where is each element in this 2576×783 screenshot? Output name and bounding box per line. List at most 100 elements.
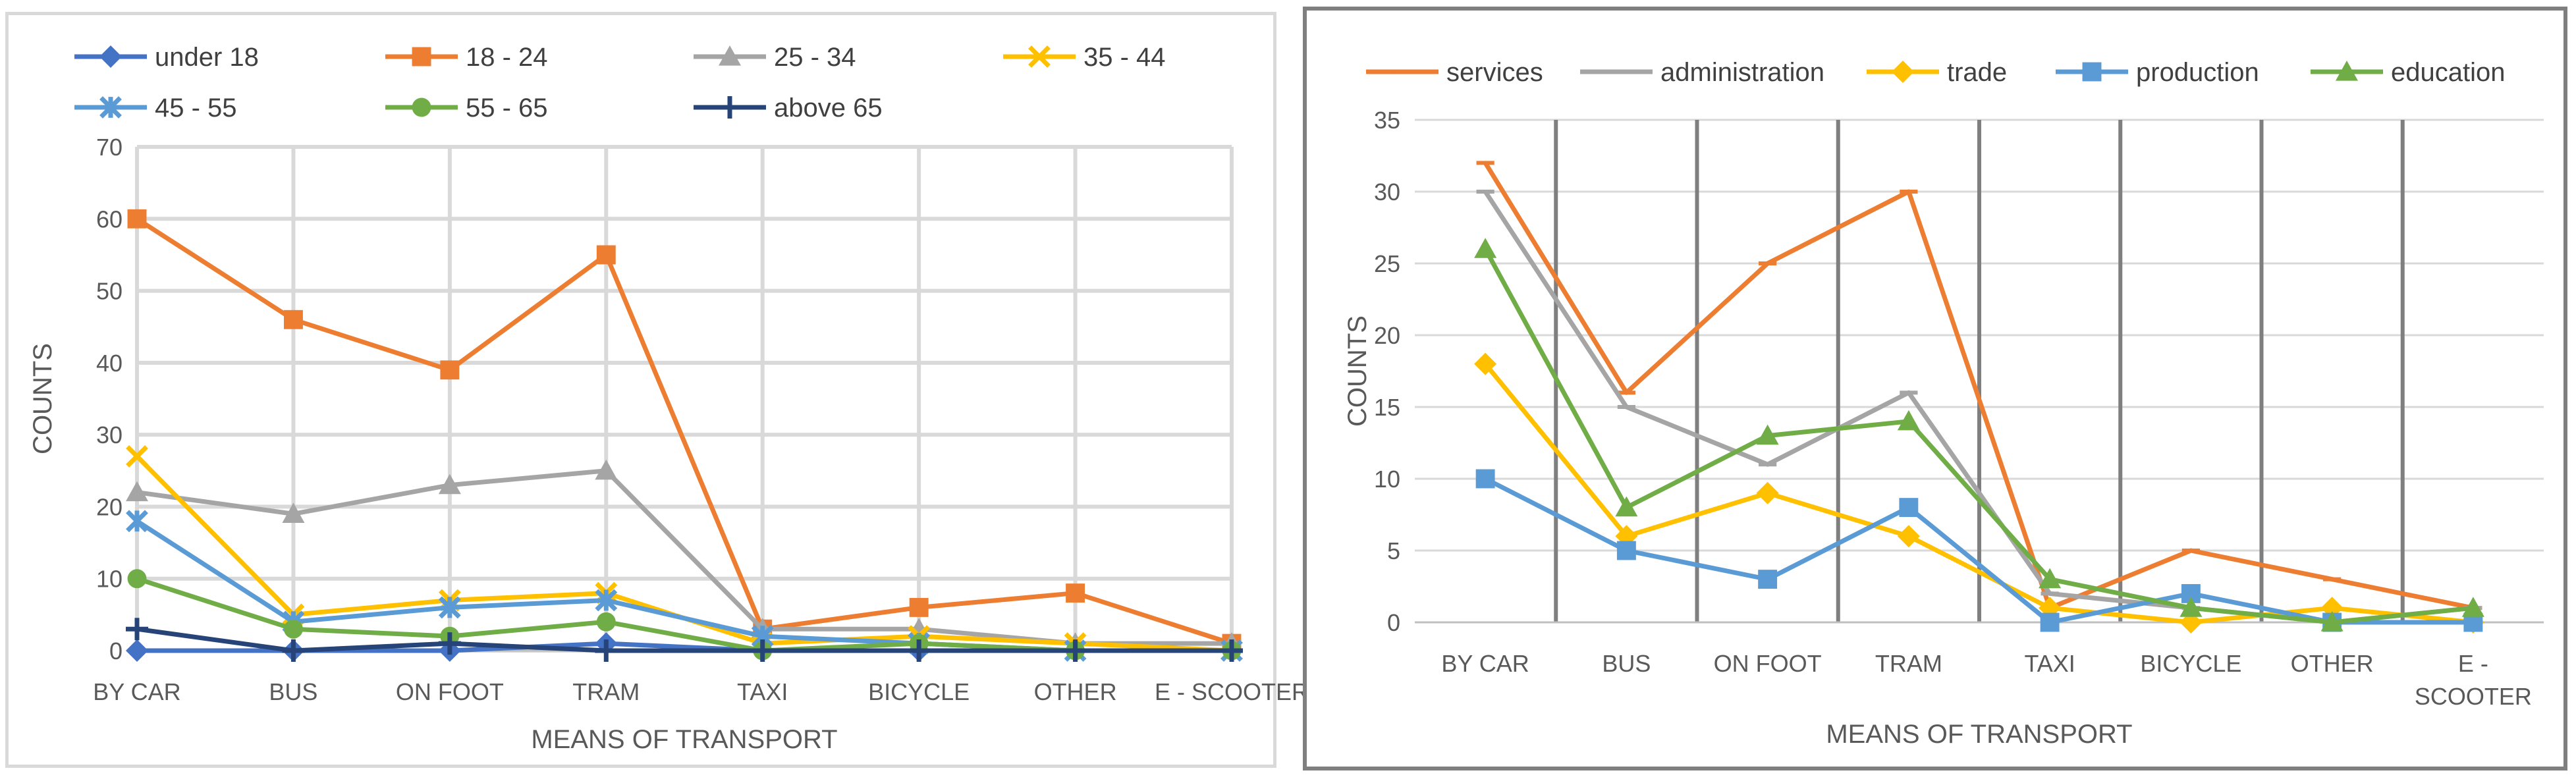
x-tick-label: ON FOOT: [1714, 650, 1822, 677]
series-line-education: [1483, 248, 2474, 625]
data-point-education: [2179, 597, 2203, 617]
legend: services administration trade production edu…: [1366, 58, 2505, 87]
data-point-under-18: [126, 639, 148, 662]
x-tick-label: TRAM: [572, 678, 640, 705]
legend-label-administration: administration: [1660, 58, 1824, 87]
data-point-45-55: [126, 510, 148, 533]
legend-marker-55-65: [412, 97, 431, 117]
data-point-18-24: [283, 310, 303, 329]
y-tick-label: 10: [1374, 466, 1400, 493]
y-tick-label: 40: [96, 350, 123, 377]
data-point-45-55: [438, 596, 461, 619]
data-point-trade: [1756, 481, 1779, 504]
occupation-line-chart: 0 5 10 15 20 25 30 35 BY CAR BUS ON FOOT TRAM TAXI BI…: [1343, 58, 2544, 749]
x-tick-label: OTHER: [1034, 678, 1117, 705]
x-tick-label: TRAM: [1875, 650, 1942, 677]
chart-panel-right: 0 5 10 15 20 25 30 35 BY CAR BUS ON FOOT TRAM TAXI BI…: [1303, 7, 2567, 770]
x-tick-label: BICYCLE: [2140, 650, 2241, 677]
legend-label-18-24: 18 - 24: [466, 43, 548, 72]
y-tick-label: 60: [96, 205, 123, 232]
legend-marker-35-44: [1028, 45, 1051, 68]
data-point-above-65: [595, 639, 618, 662]
legend-item-18-24: 18 - 24: [385, 43, 548, 72]
legend-label-education: education: [2391, 58, 2505, 87]
y-tick-label: 0: [1387, 609, 1400, 636]
x-tick-label: E - SCOOTER: [1155, 678, 1309, 705]
legend-label-45-55: 45 - 55: [155, 94, 237, 122]
data-point-education: [1615, 496, 1638, 517]
legend-label-under-18: under 18: [155, 43, 259, 72]
legend-label-25-34: 25 - 34: [774, 43, 856, 72]
data-point-education: [2039, 568, 2062, 589]
x-tick-label: TAXI: [2024, 650, 2075, 677]
y-tick-label: 0: [109, 637, 123, 664]
legend-item-55-65: 55 - 65: [385, 94, 548, 122]
data-point-25-34: [282, 502, 305, 523]
gridlines: [1415, 119, 2544, 624]
data-point-18-24: [440, 360, 460, 380]
data-point-25-34: [595, 459, 618, 480]
data-point-55-65: [127, 569, 147, 589]
data-point-18-24: [596, 245, 616, 265]
y-tick-label: 50: [96, 278, 123, 305]
y-tick-label: 70: [96, 134, 123, 161]
x-tick-label: BUS: [269, 678, 317, 705]
data-point-education: [1474, 238, 1497, 258]
chart-panel-left: 0 10 20 30 40 50 60 70 BY CAR BUS ON FOOT TRAM TAXI B…: [5, 12, 1309, 768]
data-point-above-65: [126, 618, 148, 641]
data-point-35-44: [126, 445, 148, 468]
y-tick-label: 20: [1374, 322, 1400, 349]
legend-item-production: production: [2056, 58, 2259, 87]
y-tick-label: 30: [96, 421, 123, 448]
y-axis-title: COUNTS: [1343, 315, 1372, 427]
data-point-above-65: [908, 639, 931, 662]
x-tick-label: BY CAR: [1441, 650, 1529, 677]
data-point-18-24: [1066, 583, 1085, 603]
x-tick-label: BUS: [1602, 650, 1651, 677]
y-axis-title: COUNTS: [28, 343, 57, 454]
age-group-line-chart: 0 10 20 30 40 50 60 70 BY CAR BUS ON FOOT TRAM TAXI B…: [28, 43, 1309, 754]
legend-label-services: services: [1446, 58, 1543, 87]
series-education: [1474, 238, 2484, 632]
data-point-above-65: [1064, 639, 1087, 662]
data-point-production: [1899, 498, 1919, 518]
data-point-above-65: [751, 639, 774, 662]
y-tick-label: 15: [1374, 394, 1400, 421]
data-point-18-24: [909, 597, 929, 617]
data-point-18-24: [127, 209, 147, 229]
legend-label-55-65: 55 - 65: [466, 94, 548, 122]
data-point-trade: [1474, 352, 1497, 375]
series-line-18-24: [136, 217, 1233, 646]
data-point-education: [1756, 424, 1779, 445]
data-point-25-34: [438, 473, 461, 495]
legend-marker-production: [2082, 62, 2102, 82]
data-point-trade: [1897, 525, 1920, 548]
x-tick-label: BY CAR: [93, 678, 180, 705]
legend-label-above-65: above 65: [774, 94, 883, 122]
legend-item-under-18: under 18: [74, 43, 259, 72]
legend-label-trade: trade: [1947, 58, 2007, 87]
legend-item-services: services: [1366, 58, 1543, 87]
legend-marker-45-55: [99, 96, 122, 119]
y-tick-label: 25: [1374, 250, 1400, 277]
x-tick-label: TAXI: [737, 678, 788, 705]
legend-item-education: education: [2311, 58, 2505, 87]
data-point-55-65: [283, 619, 303, 639]
y-tick-label: 35: [1374, 107, 1400, 134]
data-point-above-65: [282, 639, 305, 662]
legend-marker-under-18: [99, 45, 122, 68]
series-line-services: [1483, 161, 2474, 610]
data-point-production: [1616, 541, 1636, 560]
legend: under 18 18 - 24 25 - 34 35 - 44 45 - 55 55 -…: [74, 43, 1166, 122]
series-line-trade: [1483, 362, 2474, 625]
legend-label-production: production: [2136, 58, 2259, 87]
legend-item-45-55: 45 - 55: [74, 94, 237, 122]
legend-item-35-44: 35 - 44: [1003, 43, 1166, 72]
data-point-production: [1475, 469, 1495, 489]
y-tick-label: 20: [96, 493, 123, 520]
series-above-65: [126, 618, 1243, 662]
legend-item-above-65: above 65: [694, 94, 883, 122]
x-axis-title: MEANS OF TRANSPORT: [1826, 720, 2132, 749]
legend-item-25-34: 25 - 34: [694, 43, 856, 72]
y-tick-label: 30: [1374, 178, 1400, 205]
